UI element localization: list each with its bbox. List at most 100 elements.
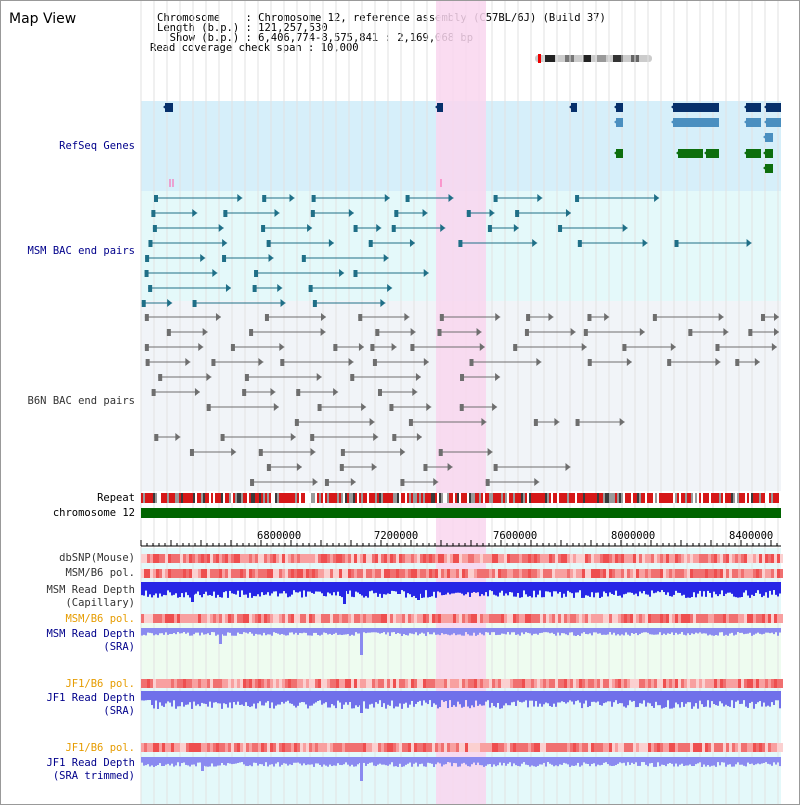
msm-bac-pair[interactable] bbox=[353, 224, 382, 232]
b6n-bac-pair[interactable] bbox=[151, 388, 200, 396]
msm-bac-pair[interactable] bbox=[252, 284, 283, 292]
track-label-jf1-depth-sra[interactable]: JF1 Read Depth bbox=[46, 692, 135, 704]
read-depth-bars[interactable] bbox=[141, 757, 781, 781]
b6n-bac-pair[interactable] bbox=[249, 328, 326, 336]
heat-strip[interactable] bbox=[141, 614, 783, 623]
msm-bac-pair[interactable] bbox=[151, 209, 198, 217]
b6n-bac-pair[interactable] bbox=[154, 433, 181, 441]
b6n-bac-pair[interactable] bbox=[264, 313, 327, 321]
b6n-bac-pair[interactable] bbox=[250, 478, 318, 486]
track-label-jf1-depth-trim[interactable]: JF1 Read Depth bbox=[46, 757, 135, 769]
b6n-bac-pair[interactable] bbox=[230, 343, 285, 351]
msm-bac-pair[interactable] bbox=[254, 269, 345, 277]
msm-bac-pair[interactable] bbox=[148, 284, 231, 292]
b6n-bac-pair[interactable] bbox=[280, 358, 354, 366]
msm-bac-pair[interactable] bbox=[466, 209, 495, 217]
b6n-bac-pair[interactable] bbox=[158, 373, 212, 381]
heat-strip[interactable] bbox=[141, 679, 783, 688]
refseq-gene[interactable] bbox=[614, 149, 623, 158]
refseq-gene[interactable] bbox=[671, 103, 701, 112]
track-label-repeat[interactable]: Repeat bbox=[97, 492, 135, 504]
refseq-gene[interactable] bbox=[744, 149, 761, 158]
msm-bac-pair[interactable] bbox=[311, 194, 390, 202]
msm-bac-pair[interactable] bbox=[405, 194, 454, 202]
msm-bac-pair[interactable] bbox=[152, 224, 224, 232]
b6n-bac-pair[interactable] bbox=[437, 328, 482, 336]
read-depth-bars[interactable] bbox=[141, 691, 781, 713]
refseq-gene[interactable] bbox=[763, 149, 773, 158]
b6n-bac-pair[interactable] bbox=[410, 343, 485, 351]
b6n-bac-pair[interactable] bbox=[493, 463, 571, 471]
b6n-bac-pair[interactable] bbox=[587, 358, 632, 366]
msm-bac-pair[interactable] bbox=[145, 254, 206, 262]
read-depth-bars[interactable] bbox=[141, 628, 781, 655]
read-depth-bars[interactable] bbox=[141, 582, 781, 604]
b6n-bac-pair[interactable] bbox=[485, 478, 540, 486]
b6n-bac-pair[interactable] bbox=[310, 433, 379, 441]
track-label-msm-depth-cap[interactable]: MSM Read Depth bbox=[46, 584, 135, 596]
msm-bac-pair[interactable] bbox=[515, 209, 571, 217]
refseq-gene[interactable] bbox=[763, 164, 773, 173]
msm-bac-pair[interactable] bbox=[266, 239, 334, 247]
b6n-bac-pair[interactable] bbox=[735, 358, 760, 366]
b6n-bac-pair[interactable] bbox=[166, 328, 208, 336]
b6n-bac-pair[interactable] bbox=[206, 403, 279, 411]
refseq-gene[interactable] bbox=[744, 103, 761, 112]
track-label-chromosome[interactable]: chromosome 12 bbox=[52, 507, 135, 519]
track-label-msm-b6-pol[interactable]: MSM/B6 pol. bbox=[65, 567, 135, 579]
b6n-bac-pair[interactable] bbox=[408, 418, 487, 426]
msm-bac-pair[interactable] bbox=[144, 269, 218, 277]
b6n-bac-pair[interactable] bbox=[438, 448, 493, 456]
refseq-gene[interactable] bbox=[163, 103, 173, 112]
b6n-bac-pair[interactable] bbox=[242, 388, 276, 396]
msm-bac-pair[interactable] bbox=[353, 269, 429, 277]
b6n-bac-pair[interactable] bbox=[244, 373, 322, 381]
refseq-gene[interactable] bbox=[676, 149, 703, 158]
track-label-dbsnp[interactable]: dbSNP(Mouse) bbox=[59, 552, 135, 564]
track-label-jf1-b6-pol-2[interactable]: JF1/B6 pol. bbox=[65, 742, 135, 754]
b6n-bac-pair[interactable] bbox=[392, 433, 422, 441]
b6n-bac-pair[interactable] bbox=[533, 418, 560, 426]
track-label-jf1-b6-pol[interactable]: JF1/B6 pol. bbox=[65, 678, 135, 690]
msm-bac-pair[interactable] bbox=[141, 299, 173, 307]
b6n-bac-pair[interactable] bbox=[622, 343, 676, 351]
b6n-bac-pair[interactable] bbox=[439, 313, 501, 321]
b6n-bac-pair[interactable] bbox=[400, 478, 439, 486]
b6n-bac-pair[interactable] bbox=[211, 358, 264, 366]
msm-bac-pair[interactable] bbox=[394, 209, 428, 217]
msm-bac-pair[interactable] bbox=[368, 239, 415, 247]
refseq-gene[interactable] bbox=[763, 133, 773, 142]
b6n-bac-pair[interactable] bbox=[652, 313, 724, 321]
refseq-gene[interactable] bbox=[764, 103, 781, 112]
b6n-bac-pair[interactable] bbox=[389, 403, 432, 411]
refseq-gene[interactable] bbox=[614, 118, 623, 127]
msm-bac-pair[interactable] bbox=[222, 254, 274, 262]
b6n-bac-pair[interactable] bbox=[144, 343, 204, 351]
b6n-bac-pair[interactable] bbox=[715, 343, 777, 351]
b6n-bac-pair[interactable] bbox=[258, 448, 316, 456]
track-label-msm-depth-sra[interactable]: MSM Read Depth bbox=[46, 628, 135, 640]
b6n-bac-pair[interactable] bbox=[340, 448, 406, 456]
refseq-gene[interactable] bbox=[435, 103, 443, 112]
msm-bac-pair[interactable] bbox=[312, 299, 386, 307]
b6n-bac-pair[interactable] bbox=[375, 328, 416, 336]
refseq-gene[interactable] bbox=[671, 118, 701, 127]
refseq-gene[interactable] bbox=[699, 118, 719, 127]
b6n-bac-pair[interactable] bbox=[748, 328, 779, 336]
b6n-bac-pair[interactable] bbox=[513, 343, 587, 351]
refseq-gene[interactable] bbox=[704, 149, 719, 158]
b6n-bac-pair[interactable] bbox=[526, 313, 554, 321]
b6n-bac-pair[interactable] bbox=[145, 358, 191, 366]
b6n-bac-pair[interactable] bbox=[189, 448, 237, 456]
msm-bac-pair[interactable] bbox=[493, 194, 543, 202]
msm-bac-pair[interactable] bbox=[192, 299, 286, 307]
b6n-bac-pair[interactable] bbox=[294, 418, 375, 426]
msm-bac-pair[interactable] bbox=[558, 224, 628, 232]
b6n-bac-pair[interactable] bbox=[583, 328, 645, 336]
b6n-bac-pair[interactable] bbox=[358, 313, 410, 321]
b6n-bac-pair[interactable] bbox=[575, 418, 625, 426]
b6n-bac-pair[interactable] bbox=[524, 328, 576, 336]
b6n-bac-pair[interactable] bbox=[469, 358, 542, 366]
b6n-bac-pair[interactable] bbox=[377, 388, 418, 396]
b6n-bac-pair[interactable] bbox=[688, 328, 729, 336]
